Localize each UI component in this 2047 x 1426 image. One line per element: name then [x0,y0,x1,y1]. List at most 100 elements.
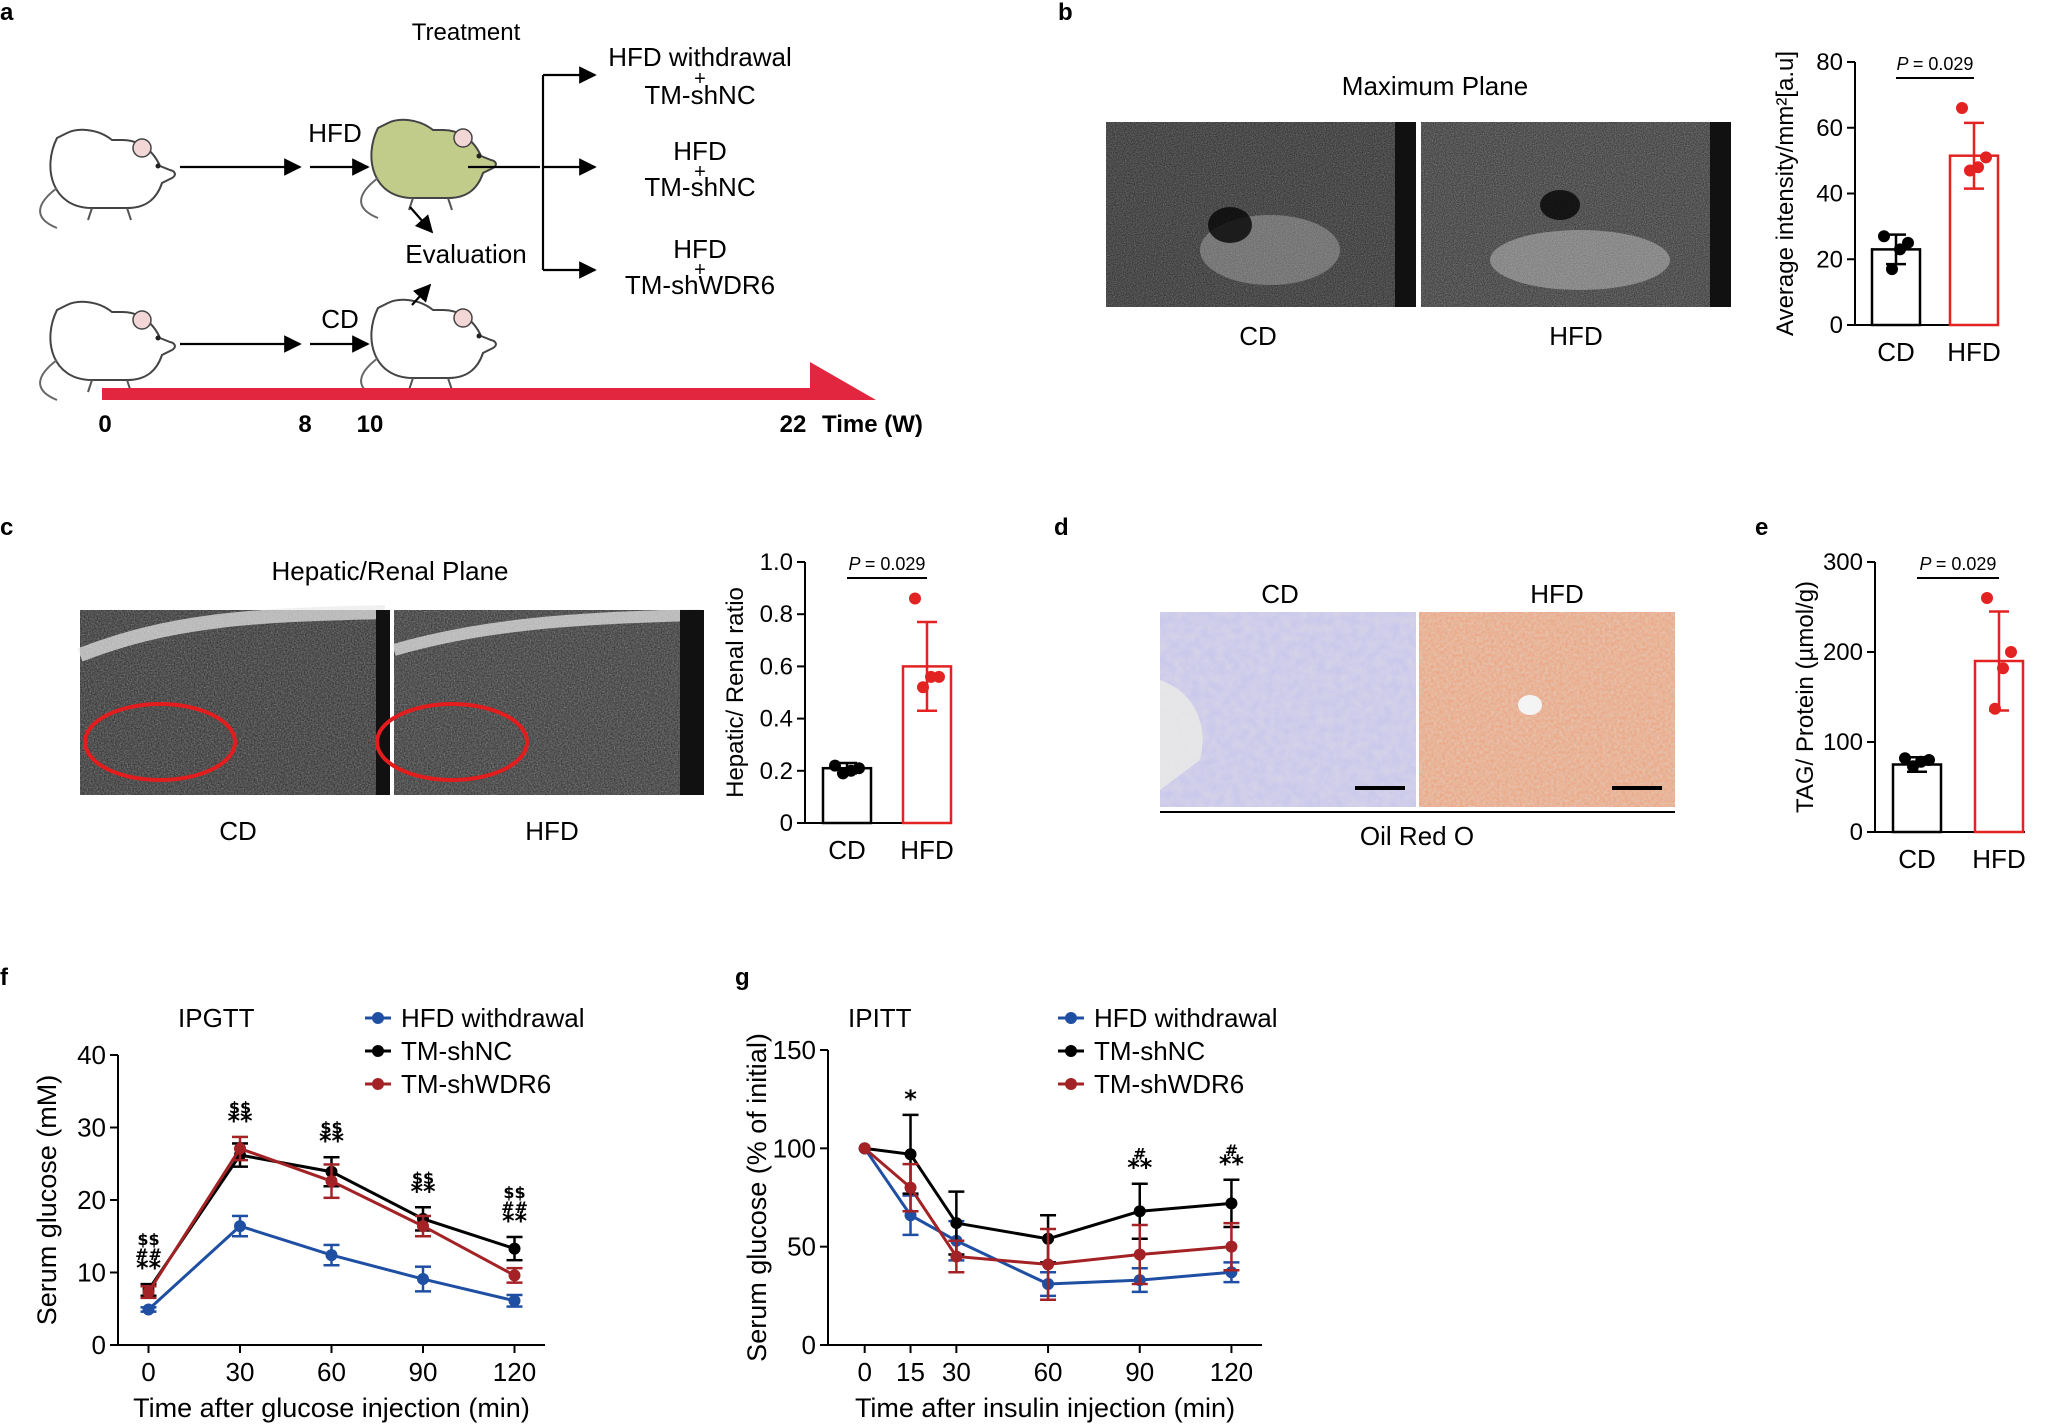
histology-image-hfd [1419,612,1675,807]
chart-f-xtick-label: 120 [493,1357,536,1387]
chart-f-ytick-label: 40 [77,1040,106,1070]
chart-e-category-label: CD [1898,844,1936,874]
chart-g-series-line-2 [863,1147,1232,1266]
chart-c-point [837,767,849,780]
stain-label: Oil Red O [1360,821,1474,851]
chart-f-annotation: $$ [503,1183,525,1202]
chart-f-annotation: ** [227,1107,253,1135]
chart-f-xlabel: Time after glucose injection (min) [133,1393,530,1423]
chart-f-series-line-0 [147,1224,515,1311]
chart-b-point [1980,151,1992,164]
chart-g-xtick-label: 120 [1210,1357,1253,1387]
chart-f-legend-marker-2 [372,1078,384,1090]
line-chart-ipgtt: 0 10 20 30 40 0 30 60 90 120 Time after glucose in… [32,1003,585,1423]
mouse-icon-hfd-start [39,128,176,229]
chart-c-ytick-label: 1.0 [760,549,793,576]
arrow-eval-up [411,283,432,306]
chart-c-ylabel: Hepatic/ Renal ratio [722,587,749,798]
chart-f-legend-label-1: TM-shNC [401,1036,512,1066]
chart-f-annotation: ** [502,1207,528,1235]
chart-b-point [1956,102,1968,115]
panel-e-letter: e [1755,514,1768,541]
panel-b-image-label-hfd: HFD [1549,321,1602,351]
chart-e-ytick-label: 100 [1823,729,1863,756]
ultrasound-image-b-cd [1106,122,1416,307]
chart-g-annotation: # [1133,1145,1146,1164]
chart-b-ytick-label: 40 [1816,181,1843,208]
panel-b: b Maximum Plane CD HFD [1058,0,1731,351]
chart-f-legend-label-0: HFD withdrawal [401,1003,585,1033]
chart-b-point [1902,236,1914,249]
timeline-bar [102,388,812,400]
chart-f-annotation: $$ [137,1230,159,1249]
chart-c-p-value: P = 0.029 [849,554,926,574]
chart-f-series-2-point [142,1286,155,1299]
chart-g-legend-label-2: TM-shWDR6 [1094,1069,1244,1099]
chart-g-series-2-point [904,1181,917,1194]
panel-a: a Treatment HFD CD Evaluation HFD withdr… [0,0,923,438]
chart-g-annotation: ** [1219,1150,1245,1178]
panel-f-letter: f [0,964,9,991]
ultrasound-image-c-cd [77,605,390,795]
timeline-tick-0: 0 [98,411,111,438]
chart-e-ytick-label: 200 [1823,639,1863,666]
line-chart-ipitt: 0 50 100 150 0 15 30 60 90 120 Time after insulin … [742,1003,1278,1423]
chart-e-ytick-label: 300 [1823,549,1863,576]
chart-f-ytick-label: 30 [77,1113,106,1143]
chart-c-category-label: HFD [900,835,953,865]
chart-b-point [1894,243,1906,256]
chart-b-ytick-label: 20 [1816,246,1843,273]
chart-b-point [1886,263,1898,276]
chart-g-annotation: ** [1127,1154,1153,1182]
chart-e-point [2005,646,2017,658]
timeline-tick-8: 8 [298,411,311,438]
chart-e-point [1997,662,2009,675]
panel-c-image-label-cd: CD [219,816,257,846]
panel-c: c Hepatic/Renal Plane CD HFD [0,514,704,846]
chart-g-ytick-label: 100 [773,1133,816,1163]
chart-b-p-symbol: P [1897,54,1913,74]
group-3-line2: TM-shWDR6 [625,270,775,300]
chart-f-series-0-point [234,1220,246,1233]
chart-b-ytick-label: 0 [1830,312,1843,339]
chart-e-p-value: P = 0.029 [1920,554,1997,574]
ultrasound-image-c-hfd [375,609,704,795]
panel-b-letter: b [1058,0,1073,26]
chart-g-series-1-point [1225,1197,1238,1210]
chart-f-series-2-point [234,1142,246,1155]
chart-g-xtick-label: 0 [857,1357,871,1387]
region-circle-c-cd [83,702,237,782]
chart-g-series-2-point [1133,1248,1146,1261]
chart-f-legend-marker-0 [372,1012,384,1024]
chart-f-title: IPGTT [178,1003,255,1033]
chart-b-ytick-label: 60 [1816,115,1843,142]
chart-f-legend-marker-1 [372,1045,384,1057]
chart-f-series-2-point [325,1175,338,1188]
chart-f-xtick-label: 30 [226,1357,255,1387]
chart-g-xlabel: Time after insulin injection (min) [855,1393,1235,1423]
chart-b-category-label: CD [1877,337,1915,367]
chart-c-ytick-label: 0.8 [760,601,793,628]
chart-g-ytick-label: 50 [787,1232,816,1262]
panel-b-image-label-cd: CD [1239,321,1277,351]
chart-b-p-number: = 0.029 [1913,54,1974,74]
timeline-tick-10: 10 [357,411,384,438]
chart-c-p-number: = 0.029 [865,554,926,574]
chart-f-series-0-point [508,1294,521,1307]
chart-f-series-0-point [417,1273,429,1286]
chart-f-ytick-label: 20 [77,1185,106,1215]
panel-c-title: Hepatic/Renal Plane [271,556,508,586]
chart-f-series-0-point [142,1303,155,1316]
chart-f-xtick-label: 60 [317,1357,346,1387]
chart-g-ytick-label: 0 [802,1330,816,1360]
group-3-plus: + [694,259,706,281]
group-3: HFD + TM-shWDR6 [625,234,775,300]
chart-g-series-1-point [950,1217,963,1230]
chart-f-xtick-label: 90 [409,1357,438,1387]
mouse-icon-cd-10w [360,298,497,399]
group-1-plus: + [694,68,706,90]
chart-f-annotation: $$ [320,1118,342,1137]
chart-c-ytick-label: 0.4 [760,706,793,733]
chart-g-legend-marker-1 [1065,1045,1077,1057]
